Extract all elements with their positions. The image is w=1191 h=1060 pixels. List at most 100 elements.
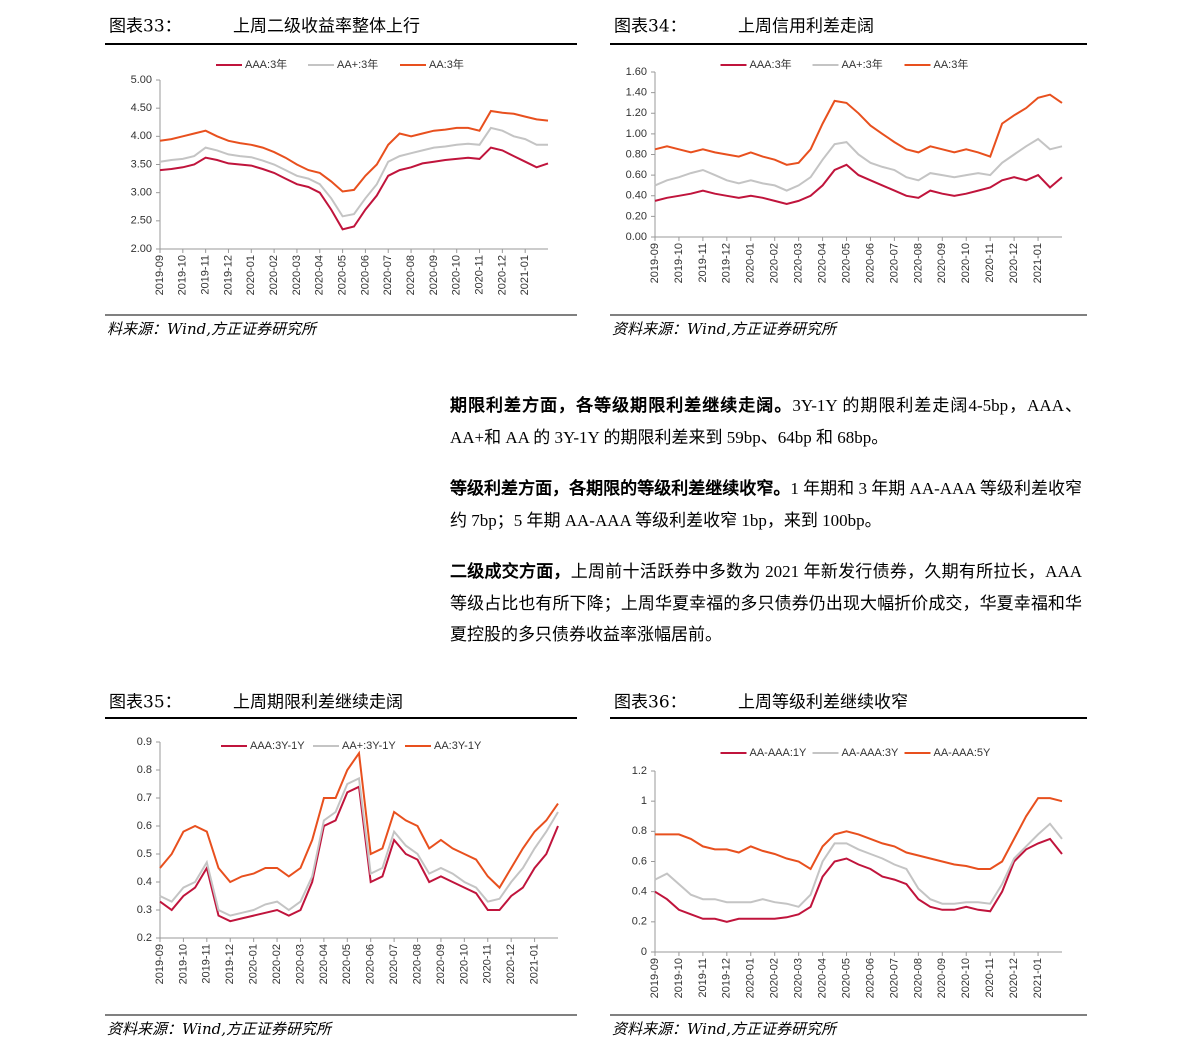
x-tick-label: 2020-04: [314, 255, 326, 295]
series-line: [159, 785, 559, 923]
paragraph: 等级利差方面，各期限的等级利差继续收窄。1 年期和 3 年期 AA-AAA 等级…: [450, 473, 1082, 536]
x-tick-label: 2019-09: [154, 255, 166, 295]
y-tick-label: 1.40: [626, 87, 647, 99]
x-tick-label: 2020-07: [888, 243, 900, 283]
series-line: [159, 750, 559, 890]
series-line: [654, 93, 1063, 166]
y-tick-label: 2.50: [131, 215, 152, 227]
legend-label: AAA:3Y-1Y: [250, 740, 305, 752]
legend-label: AA+:3年: [337, 57, 378, 71]
source: 资料来源：Wind,方正证券研究所: [612, 320, 838, 338]
x-tick-label: 2020-05: [840, 958, 852, 998]
series-line: [654, 137, 1063, 192]
text: 3Y-1Y 的期限利差走阔4-5bp，AAA、AA+和 AA 的 3Y-1Y 的…: [450, 396, 1083, 447]
y-tick-label: 3.00: [131, 187, 152, 199]
x-tick-label: 2020-01: [745, 958, 757, 998]
x-tick-label: 2020-05: [336, 255, 348, 295]
legend-label: AA-AAA:3Y: [842, 747, 900, 759]
x-tick-label: 2020-05: [840, 243, 852, 283]
x-tick-label: 2020-08: [912, 958, 924, 998]
source: 料来源：Wind,方正证券研究所: [107, 320, 318, 338]
figure-title: 上周信用利差走阔: [738, 17, 874, 37]
y-tick-label: 0.6: [137, 820, 152, 832]
body-text: 期限利差方面，各等级期限利差继续走阔。3Y-1Y 的期限利差走阔4-5bp，AA…: [450, 390, 1082, 670]
series-line: [654, 837, 1063, 923]
x-tick-label: 2020-12: [496, 255, 508, 295]
y-tick-label: 0: [641, 946, 647, 958]
x-tick-label: 2020-08: [405, 255, 417, 295]
y-tick-label: 0.4: [632, 886, 647, 898]
y-tick-label: 4.50: [131, 102, 152, 114]
x-tick-label: 2020-10: [960, 958, 972, 998]
paragraph: 二级成交方面，上周前十活跃券中多数为 2021 年新发行债券，久期有所拉长，AA…: [450, 556, 1082, 650]
x-tick-label: 2020-08: [912, 243, 924, 283]
y-tick-label: 0.60: [626, 169, 647, 181]
x-tick-label: 2020-01: [245, 255, 257, 295]
x-tick-label: 2020-02: [271, 944, 283, 984]
y-tick-label: 1: [641, 795, 647, 807]
y-tick-label: 0.00: [626, 231, 647, 243]
x-tick-label: 2019-12: [721, 243, 733, 283]
y-tick-label: 4.00: [131, 130, 152, 142]
y-tick-label: 1.60: [626, 66, 647, 78]
y-tick-label: 0.3: [137, 904, 152, 916]
lead: 等级利差方面，各期限的等级利差继续收窄。: [450, 479, 791, 499]
x-tick-label: 2019-09: [649, 958, 661, 998]
x-tick-label: 2020-11: [482, 944, 494, 984]
y-tick-label: 0.5: [137, 848, 152, 860]
y-tick-label: 5.00: [131, 74, 152, 86]
x-tick-label: 2020-01: [248, 944, 260, 984]
series-line: [654, 822, 1063, 908]
x-tick-label: 2020-12: [505, 944, 517, 984]
paragraph: 期限利差方面，各等级期限利差继续走阔。3Y-1Y 的期限利差走阔4-5bp，AA…: [450, 390, 1082, 453]
x-tick-label: 2020-02: [268, 255, 280, 295]
x-tick-label: 2020-01: [745, 243, 757, 283]
x-tick-label: 2020-03: [793, 243, 805, 283]
legend-label: AA:3年: [429, 57, 464, 71]
figure-title: 上周等级利差继续收窄: [738, 693, 908, 713]
x-tick-label: 2020-07: [382, 255, 394, 295]
x-tick-label: 2020-05: [341, 944, 353, 984]
x-tick-label: 2020-04: [816, 243, 828, 283]
x-tick-label: 2020-11: [473, 255, 485, 295]
x-tick-label: 2020-09: [936, 243, 948, 283]
legend-label: AA-AAA:5Y: [934, 747, 992, 759]
x-tick-label: 2020-06: [864, 243, 876, 283]
x-tick-label: 2021-01: [528, 944, 540, 984]
y-tick-label: 0.6: [632, 855, 647, 867]
figure-label: 图表35：: [109, 693, 182, 713]
x-tick-label: 2019-10: [673, 243, 685, 283]
x-tick-label: 2019-12: [224, 944, 236, 984]
x-tick-label: 2019-10: [673, 958, 685, 998]
x-tick-label: 2020-11: [984, 958, 996, 998]
legend-label: AAA:3年: [245, 57, 287, 71]
series-line: [655, 797, 1063, 871]
legend-label: AAA:3年: [750, 57, 792, 71]
x-tick-label: 2019-11: [201, 944, 213, 984]
x-tick-label: 2019-12: [721, 958, 733, 998]
x-tick-label: 2019-12: [222, 255, 234, 295]
x-tick-label: 2020-04: [318, 944, 330, 984]
x-tick-label: 2021-01: [1032, 243, 1044, 283]
y-tick-label: 2.00: [131, 243, 152, 255]
source: 资料来源：Wind,方正证券研究所: [612, 1020, 838, 1038]
y-tick-label: 0.20: [626, 210, 647, 222]
figure-title: 上周期限利差继续走阔: [233, 693, 403, 713]
x-tick-label: 2020-04: [816, 958, 828, 998]
y-tick-label: 0.8: [632, 825, 647, 837]
x-tick-label: 2020-02: [769, 243, 781, 283]
x-tick-label: 2020-06: [359, 255, 371, 295]
figure-label: 图表34：: [614, 17, 687, 37]
x-tick-label: 2021-01: [519, 255, 531, 295]
legend-label: AA:3Y-1Y: [434, 740, 482, 752]
text: 1 年期和 3 年期 AA-AAA 等级利差收窄约 7bp；5 年期 AA-AA…: [450, 479, 1083, 530]
series-line: [654, 163, 1063, 206]
x-tick-label: 2020-07: [388, 944, 400, 984]
figure-label: 图表36：: [614, 693, 687, 713]
source: 资料来源：Wind,方正证券研究所: [107, 1020, 333, 1038]
x-tick-label: 2020-08: [411, 944, 423, 984]
series-line: [159, 146, 549, 231]
x-tick-label: 2020-07: [888, 958, 900, 998]
